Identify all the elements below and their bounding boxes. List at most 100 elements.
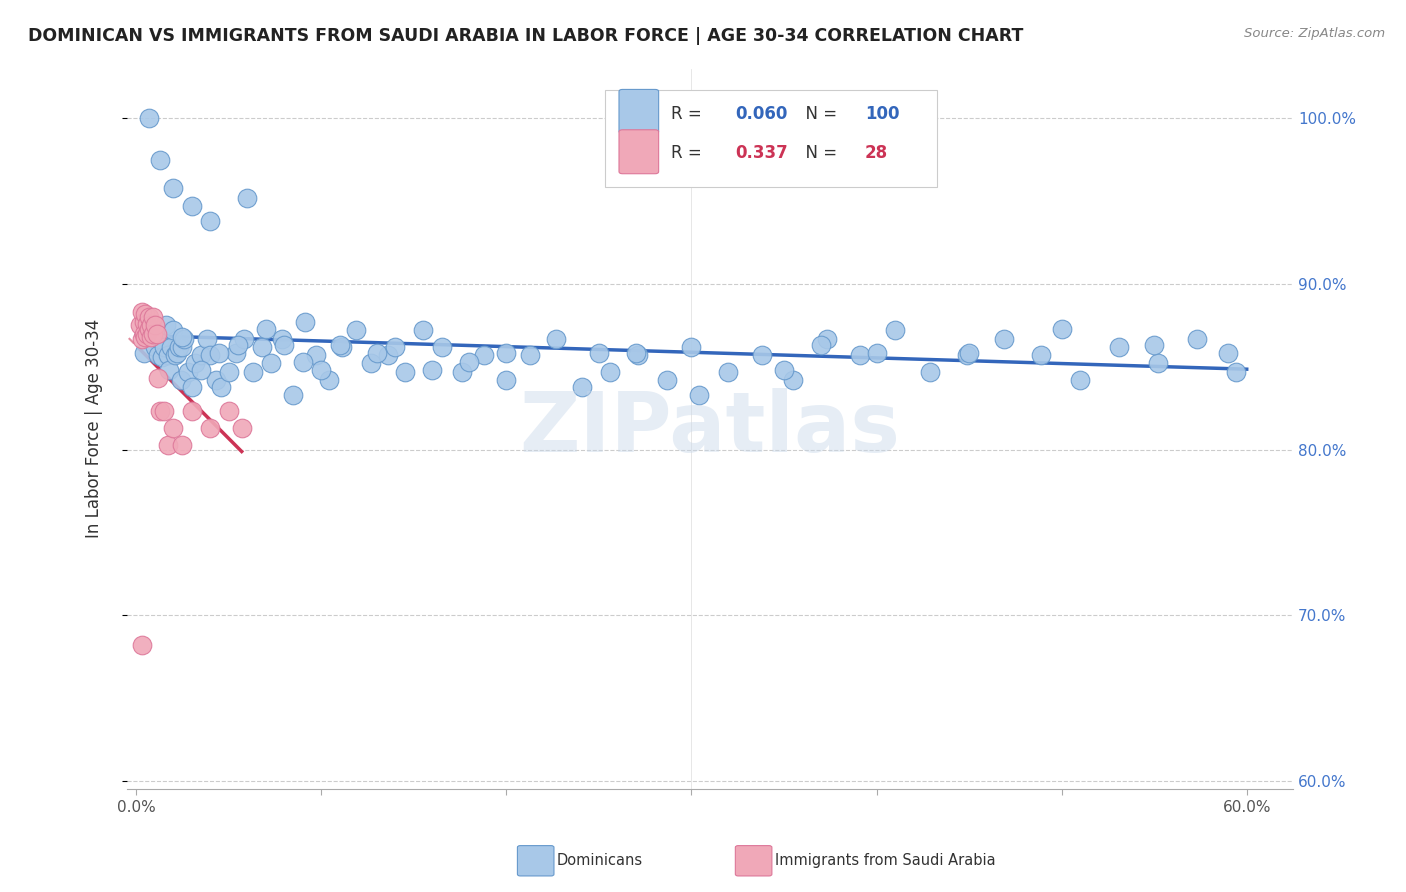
Point <box>519 348 541 362</box>
Text: Dominicans: Dominicans <box>557 854 643 868</box>
Point <box>156 437 179 451</box>
Point <box>142 310 165 324</box>
Point <box>218 365 240 379</box>
Point <box>132 315 155 329</box>
Point <box>155 318 177 333</box>
Point <box>254 321 277 335</box>
Point <box>195 332 218 346</box>
Point <box>624 346 647 360</box>
Point <box>599 365 621 379</box>
Point <box>200 348 222 362</box>
Point <box>226 338 249 352</box>
Point <box>131 332 153 346</box>
Point <box>138 112 160 126</box>
Point <box>153 340 176 354</box>
Point <box>271 332 294 346</box>
Point <box>305 348 328 362</box>
FancyBboxPatch shape <box>605 90 938 187</box>
Point <box>294 315 316 329</box>
Point <box>148 371 170 385</box>
Point <box>283 388 305 402</box>
Point <box>208 346 231 360</box>
Point <box>148 348 170 362</box>
Point <box>160 340 183 354</box>
Point <box>167 340 190 354</box>
Point <box>162 323 184 337</box>
Point <box>172 340 194 354</box>
Point <box>495 346 517 360</box>
Text: N =: N = <box>794 105 842 123</box>
Point <box>143 318 166 333</box>
Point <box>200 421 222 435</box>
Point <box>657 373 679 387</box>
Point <box>681 340 703 354</box>
Point <box>360 356 382 370</box>
Point <box>156 348 179 362</box>
Point <box>688 388 710 402</box>
Point <box>1143 338 1166 352</box>
Point <box>1069 373 1091 387</box>
Point <box>957 346 980 360</box>
Point <box>180 379 202 393</box>
Point <box>204 373 226 387</box>
Point <box>1218 346 1240 360</box>
Point <box>162 421 184 435</box>
Point <box>250 340 273 354</box>
Point <box>139 326 162 341</box>
Point <box>200 214 222 228</box>
Point <box>149 153 172 167</box>
Text: Immigrants from Saudi Arabia: Immigrants from Saudi Arabia <box>775 854 995 868</box>
Point <box>143 340 166 354</box>
Point <box>412 323 434 337</box>
Point <box>218 404 240 418</box>
Point <box>180 404 202 418</box>
Point <box>309 363 332 377</box>
Point <box>849 348 872 362</box>
Point <box>134 307 156 321</box>
Point <box>153 404 176 418</box>
Point <box>136 326 159 341</box>
Text: N =: N = <box>794 144 842 161</box>
Point <box>588 346 610 360</box>
Point <box>377 348 399 362</box>
Point <box>166 346 188 360</box>
Point <box>1225 365 1247 379</box>
Text: 100: 100 <box>865 105 900 123</box>
Text: 0.060: 0.060 <box>735 105 787 123</box>
Point <box>260 356 283 370</box>
Point <box>169 373 191 387</box>
Point <box>451 365 474 379</box>
Point <box>159 363 181 377</box>
Point <box>865 346 887 360</box>
Point <box>190 363 212 377</box>
Text: Source: ZipAtlas.com: Source: ZipAtlas.com <box>1244 27 1385 40</box>
FancyBboxPatch shape <box>619 129 658 174</box>
Point <box>131 305 153 319</box>
Point <box>142 326 165 341</box>
Point <box>1031 348 1053 362</box>
Point <box>242 365 264 379</box>
Point <box>134 330 156 344</box>
Point <box>177 365 200 379</box>
Point <box>138 310 160 324</box>
Point <box>782 373 804 387</box>
Point <box>546 332 568 346</box>
Point <box>318 373 340 387</box>
Text: DOMINICAN VS IMMIGRANTS FROM SAUDI ARABIA IN LABOR FORCE | AGE 30-34 CORRELATION: DOMINICAN VS IMMIGRANTS FROM SAUDI ARABI… <box>28 27 1024 45</box>
Point <box>920 365 942 379</box>
Point <box>163 348 186 362</box>
Point <box>993 332 1015 346</box>
Point <box>717 365 740 379</box>
Point <box>956 348 979 362</box>
Point <box>773 363 796 377</box>
Point <box>420 363 443 377</box>
Text: 0.337: 0.337 <box>735 144 789 161</box>
Point <box>810 338 832 352</box>
Point <box>173 332 195 346</box>
Point <box>430 340 453 354</box>
Point <box>145 326 167 341</box>
Text: R =: R = <box>672 144 707 161</box>
Point <box>1185 332 1208 346</box>
Point <box>571 379 593 393</box>
Point <box>162 181 184 195</box>
